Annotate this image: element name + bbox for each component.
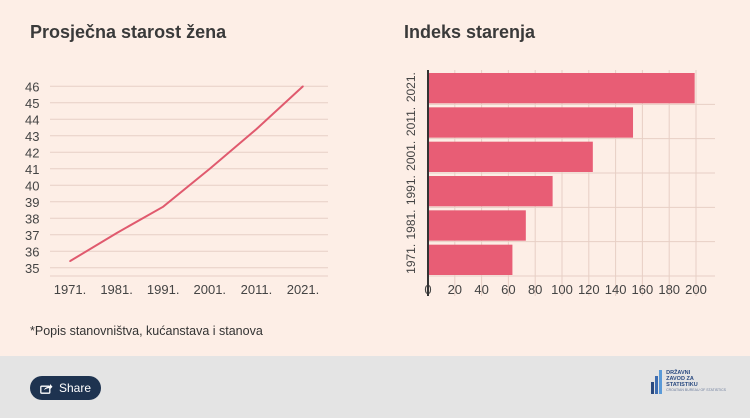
x-tick-label: 180 xyxy=(658,282,680,297)
footnote: *Popis stanovništva, kućanstava i stanov… xyxy=(30,324,263,338)
series-line xyxy=(69,85,304,263)
y-tick-label: 1971. xyxy=(404,244,418,274)
bar xyxy=(428,210,526,241)
y-tick-label: 38 xyxy=(25,211,39,226)
x-tick-label: 200 xyxy=(685,282,707,297)
logo-line-3: STATISTIKU xyxy=(666,382,698,388)
data-point xyxy=(69,260,71,262)
line-chart-title: Prosječna starost žena xyxy=(30,22,227,42)
share-label: Share xyxy=(58,381,92,395)
y-tick-label: 42 xyxy=(25,145,39,160)
y-tick-label: 35 xyxy=(25,261,39,276)
data-point xyxy=(209,167,211,170)
data-point xyxy=(162,205,164,208)
y-tick-label: 41 xyxy=(25,162,39,177)
x-tick-label: 120 xyxy=(578,282,600,297)
logo-subline: CROATIAN BUREAU OF STATISTICS xyxy=(666,388,726,392)
y-tick-label: 2021. xyxy=(404,72,418,102)
x-tick-label: 1991. xyxy=(147,282,180,297)
data-point xyxy=(115,232,118,234)
x-tick-label: 100 xyxy=(551,282,573,297)
x-tick-label: 60 xyxy=(501,282,515,297)
share-button[interactable]: Share xyxy=(30,376,101,400)
x-tick-label: 20 xyxy=(448,282,462,297)
y-tick-label: 2011. xyxy=(404,107,418,136)
data-point xyxy=(302,85,304,88)
bar xyxy=(428,73,695,104)
y-tick-label: 2001. xyxy=(404,141,418,171)
dzs-logo[interactable]: DRŽAVNI ZAVOD ZA STATISTIKU CROATIAN BUR… xyxy=(651,370,726,394)
logo-line-2: ZAVOD ZA xyxy=(666,376,694,382)
bar-chart-title: Indeks starenja xyxy=(404,22,536,42)
x-tick-label: 1981. xyxy=(100,282,133,297)
y-tick-label: 39 xyxy=(25,195,39,210)
y-tick-label: 43 xyxy=(25,129,39,144)
x-tick-label: 140 xyxy=(605,282,627,297)
x-tick-label: 2011. xyxy=(241,282,273,297)
x-tick-label: 80 xyxy=(528,282,542,297)
bar-chart: 0204060801001201401601802001971.1981.199… xyxy=(404,70,715,297)
bar xyxy=(428,107,634,138)
x-tick-label: 160 xyxy=(632,282,654,297)
x-tick-label: 40 xyxy=(474,282,488,297)
footer-bar: Share DRŽAVNI ZAVOD ZA STATISTIKU CROATI… xyxy=(0,356,750,418)
logo-line-1: DRŽAVNI xyxy=(666,370,691,376)
y-tick-label: 37 xyxy=(25,228,39,243)
logo-text: DRŽAVNI ZAVOD ZA STATISTIKU CROATIAN BUR… xyxy=(666,370,726,392)
data-point xyxy=(255,128,258,130)
y-tick-label: 46 xyxy=(25,79,39,94)
x-tick-label: 1971. xyxy=(54,282,87,297)
x-tick-label: 2021. xyxy=(287,282,320,297)
y-tick-label: 36 xyxy=(25,244,39,259)
bar xyxy=(428,244,513,275)
y-tick-label: 1981. xyxy=(404,209,418,239)
x-tick-label: 2001. xyxy=(194,282,227,297)
bar xyxy=(428,176,553,207)
share-icon xyxy=(40,383,53,394)
y-tick-label: 44 xyxy=(25,112,39,127)
y-tick-label: 45 xyxy=(25,96,39,111)
logo-bars-icon xyxy=(651,370,663,394)
chart-panel: Prosječna starost žena Indeks starenja 3… xyxy=(25,22,715,338)
y-tick-label: 1991. xyxy=(404,175,418,205)
bar xyxy=(428,141,593,172)
y-tick-label: 40 xyxy=(25,178,39,193)
